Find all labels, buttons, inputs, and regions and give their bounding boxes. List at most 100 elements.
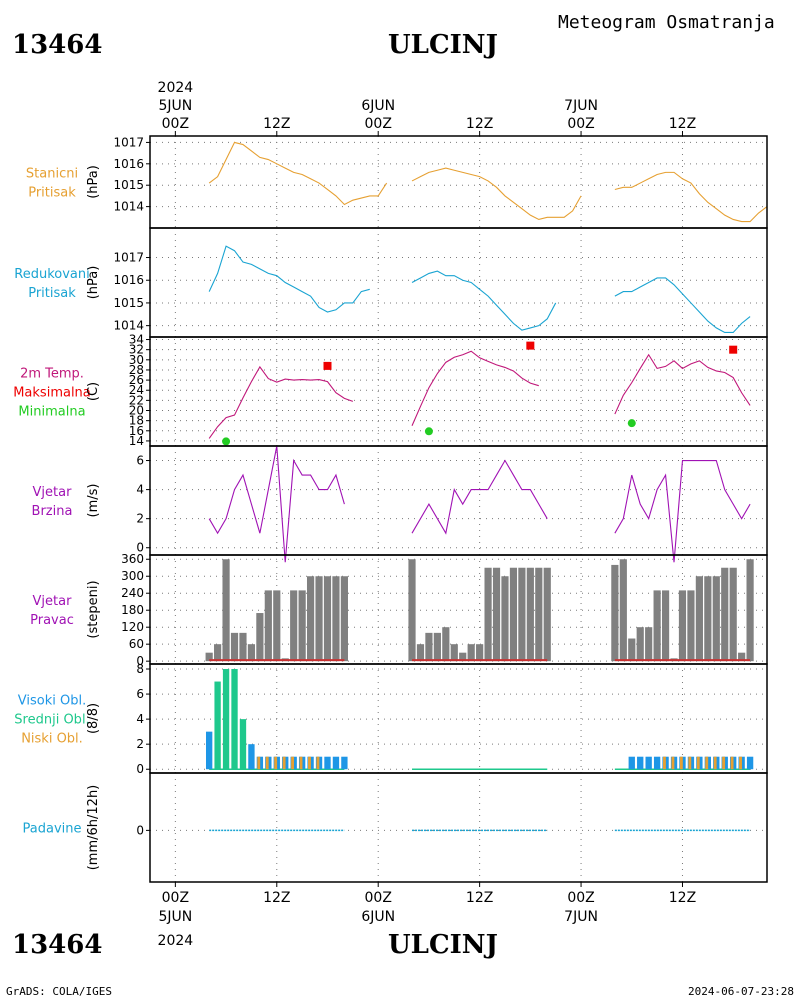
station-id-bottom: 13464: [12, 930, 103, 960]
panel-label: Padavine: [23, 822, 82, 837]
wind-dir-bar: [628, 638, 636, 662]
y-tick-label: 360: [121, 552, 144, 566]
y-tick-label: 1016: [113, 157, 144, 171]
wind-dir-bar: [467, 644, 475, 662]
cloud-bar: [679, 756, 683, 770]
timestamp-text: 2024-06-07-23:28: [688, 985, 794, 998]
panel-frame: [149, 445, 768, 556]
panel-label: Brzina: [32, 504, 73, 519]
cloud-bar: [663, 756, 666, 770]
panel-frame: [149, 135, 768, 229]
wind-dir-bar: [543, 567, 551, 662]
date-label-bottom: 7JUN: [564, 909, 598, 925]
cloud-bar: [257, 756, 261, 770]
cloud-bar: [688, 756, 692, 770]
wind-dir-bar: [526, 567, 534, 662]
panel-label: Pravac: [30, 613, 74, 628]
wind-dir-bar: [264, 590, 272, 662]
cloud-bar: [705, 756, 709, 770]
date-label-top: 5JUN: [158, 98, 192, 114]
y-tick-label: 2: [136, 737, 144, 751]
cloud-bar: [746, 756, 754, 770]
cloud-bar: [645, 756, 652, 770]
panel-label: Niski Obl.: [21, 732, 83, 747]
station-name-top: ULCINJ: [388, 30, 498, 60]
y-tick-label: 1014: [113, 200, 144, 214]
y-tick-label: 60: [129, 637, 144, 651]
cloud-bar: [713, 756, 717, 770]
y-tick-label: 1015: [113, 296, 144, 310]
wind-dir-bar: [332, 576, 340, 662]
cloud-bar: [274, 756, 278, 770]
y-tick-label: 1014: [113, 319, 144, 333]
y-tick-label: 28: [129, 363, 144, 377]
cloud-bar: [332, 756, 340, 770]
cloud-bar: [299, 756, 303, 770]
cloud-bar: [671, 756, 675, 770]
y-tick-label: 300: [121, 569, 144, 583]
wind-dir-bar: [661, 590, 670, 662]
cloud-bar: [231, 669, 238, 770]
panel-temperature: [146, 336, 768, 447]
y-tick-label: 8: [136, 662, 144, 676]
wind-dir-bar: [214, 644, 222, 662]
cloud-bar: [248, 744, 255, 770]
time-tick-label-bottom: 12Z: [263, 890, 290, 906]
wind-dir-bar: [459, 652, 467, 662]
y-tick-label: 26: [129, 373, 144, 387]
panel-label: 2m Temp.: [20, 367, 84, 382]
y-axis-title: (hPa): [86, 266, 101, 300]
y-tick-label: 1015: [113, 178, 144, 192]
wind-dir-bar: [729, 567, 737, 662]
time-tick-label-bottom: 00Z: [162, 890, 189, 906]
panel-label: Maksimalna: [13, 386, 91, 401]
wind-dir-bar: [256, 613, 264, 662]
time-tick-label-bottom: 12Z: [466, 890, 493, 906]
time-tick-label-top: 00Z: [567, 116, 594, 132]
wind-dir-bar: [712, 576, 720, 662]
panel-wind_direction: [146, 554, 768, 665]
cloud-bar: [291, 756, 295, 770]
panel-station_pressure: [146, 135, 768, 229]
product-title: Meteogram Osmatranja: [558, 12, 775, 33]
cloud-bar: [696, 756, 700, 770]
panel-label: Vjetar: [33, 594, 73, 609]
series-line: [208, 445, 345, 563]
y-tick-label: 180: [121, 603, 144, 617]
panel-label: Visoki Obl.: [18, 694, 86, 709]
wind-dir-bar: [205, 652, 213, 662]
time-tick-label-top: 12Z: [669, 116, 696, 132]
y-axis-title: (hPa): [86, 165, 101, 199]
panel-precipitation: [146, 772, 768, 883]
time-tick-label-top: 00Z: [365, 116, 392, 132]
cloud-bar: [265, 756, 269, 770]
wind-dir-bar: [687, 590, 695, 662]
wind-dir-bar: [340, 576, 348, 662]
y-tick-label: 18: [129, 414, 144, 428]
cloud-bar: [239, 719, 247, 770]
panel-label: Minimalna: [18, 405, 85, 420]
credit-text: GrADS: COLA/IGES: [6, 985, 112, 998]
y-tick-label: 20: [129, 404, 144, 418]
wind-dir-bar: [416, 644, 425, 662]
tmax-marker: [729, 345, 738, 354]
time-tick-label-bottom: 12Z: [669, 890, 696, 906]
tmin-marker: [627, 419, 636, 428]
wind-dir-bar: [678, 590, 687, 662]
wind-dir-bar: [704, 576, 712, 662]
y-axis-title: (m/s): [86, 484, 101, 518]
station-name-bottom: ULCINJ: [388, 930, 498, 960]
cloud-bar: [214, 681, 221, 770]
wind-dir-bar: [290, 590, 298, 662]
y-axis-title: (8/8): [86, 703, 101, 734]
panel-frame: [149, 227, 768, 338]
panel-frame: [149, 772, 768, 883]
tmin-marker: [222, 437, 231, 446]
series-line: [411, 167, 582, 221]
wind-dir-bar: [611, 564, 619, 662]
date-label-top: 6JUN: [361, 98, 395, 114]
time-tick-label-bottom: 00Z: [567, 890, 594, 906]
y-axis-title: (C): [86, 382, 101, 401]
wind-dir-bar: [492, 567, 501, 662]
